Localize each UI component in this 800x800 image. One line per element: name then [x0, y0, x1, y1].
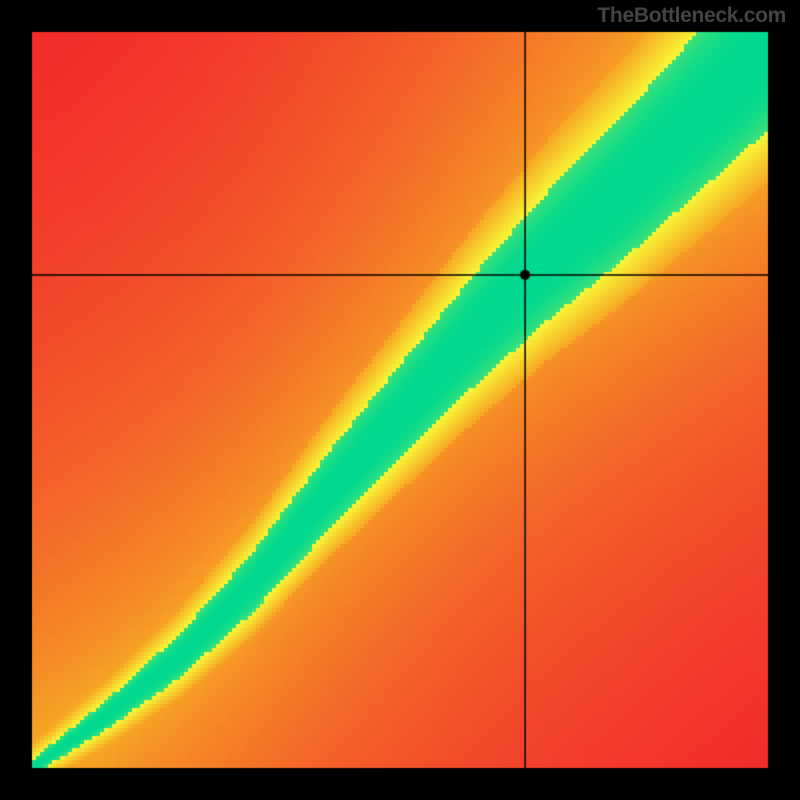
bottleneck-heatmap: [0, 0, 800, 800]
chart-container: TheBottleneck.com: [0, 0, 800, 800]
watermark-text: TheBottleneck.com: [597, 4, 786, 28]
